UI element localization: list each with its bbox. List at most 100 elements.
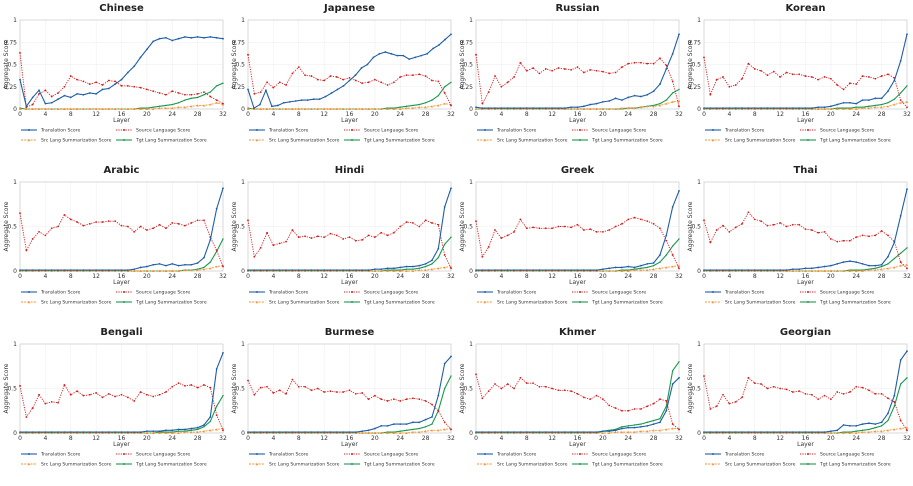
- data-point: [785, 225, 788, 228]
- grid: [19, 19, 224, 110]
- data-point: [114, 431, 117, 434]
- data-point: [399, 430, 401, 432]
- series-source-language-score: [475, 373, 680, 431]
- data-point: [734, 107, 737, 110]
- data-point: [753, 218, 756, 221]
- series-src-lang-summarization-score: [246, 427, 453, 434]
- data-point: [418, 398, 421, 401]
- data-point: [386, 269, 389, 272]
- data-point: [443, 206, 446, 208]
- data-point: [722, 76, 724, 78]
- y-tick-label: 0: [241, 106, 245, 113]
- data-point: [177, 102, 180, 104]
- data-point: [209, 420, 212, 423]
- x-tick-label: 28: [650, 435, 658, 442]
- data-point: [335, 76, 338, 78]
- data-point: [741, 107, 743, 110]
- data-point: [399, 107, 402, 110]
- y-tick-label: 1: [469, 17, 473, 24]
- legend-marker: [28, 453, 30, 455]
- y-tick-label: 0.5: [691, 224, 701, 231]
- data-point: [747, 107, 750, 110]
- data-point: [874, 267, 876, 270]
- data-point: [335, 431, 338, 434]
- x-tick-label: 24: [852, 273, 860, 280]
- legend-item-translation-score: Translation Score: [705, 290, 765, 296]
- data-point: [82, 431, 85, 434]
- data-point: [418, 73, 421, 76]
- data-point: [887, 102, 889, 104]
- data-point: [880, 263, 883, 266]
- data-point: [145, 431, 149, 434]
- data-point: [595, 269, 598, 272]
- data-point: [608, 430, 611, 433]
- x-axis-label: Layer: [341, 279, 358, 286]
- chart-panel-khmer: Khmer 0 4 8 12 16 20 24 28 32 0 0.5 1 Layer Aggregate …: [456, 324, 684, 486]
- data-point: [855, 385, 858, 388]
- data-point: [101, 221, 104, 223]
- data-point: [126, 431, 129, 434]
- data-point: [627, 106, 630, 110]
- legend-item-translation-score: Translation Score: [249, 452, 309, 458]
- data-point: [215, 414, 218, 417]
- series-line-src-lang-summarization-score: [476, 265, 680, 272]
- data-point: [215, 368, 218, 370]
- x-tick-label: 4: [727, 435, 731, 442]
- legend: Translation Score Source Language ScoreSr…: [705, 128, 891, 144]
- x-tick-label: 24: [624, 111, 632, 118]
- data-point: [874, 392, 877, 395]
- data-point: [874, 106, 877, 109]
- series-line-source-language-score: [247, 219, 452, 269]
- data-point: [294, 100, 297, 102]
- x-tick-label: 20: [371, 435, 379, 442]
- data-point: [177, 382, 180, 385]
- legend-marker: [255, 462, 259, 466]
- data-point: [487, 269, 490, 272]
- data-point: [557, 225, 560, 228]
- data-point: [432, 47, 434, 50]
- data-point: [906, 106, 908, 109]
- data-point: [753, 107, 756, 110]
- data-point: [842, 392, 845, 395]
- legend-item-source-language-score: Source Language Score: [116, 290, 190, 296]
- data-point: [31, 96, 34, 99]
- data-point: [798, 223, 801, 226]
- data-point: [329, 232, 332, 235]
- data-point: [323, 79, 326, 82]
- data-point: [203, 266, 205, 269]
- x-tick-label: 16: [802, 435, 810, 442]
- data-point: [798, 390, 801, 393]
- data-point: [500, 269, 503, 272]
- data-point: [266, 81, 268, 84]
- legend-item-tgt-lang-summarization-score: Tgt Lang Summarization Score: [344, 300, 435, 306]
- x-tick-label: 32: [675, 111, 683, 118]
- data-point: [893, 241, 896, 244]
- data-point: [158, 393, 161, 396]
- x-tick-label: 28: [878, 273, 886, 280]
- data-point: [145, 88, 148, 91]
- data-point: [399, 431, 402, 434]
- data-point: [165, 36, 167, 39]
- data-point: [393, 81, 395, 84]
- data-point: [563, 68, 566, 70]
- data-point: [44, 89, 47, 92]
- data-point: [867, 106, 871, 110]
- legend-item-tgt-lang-summarization-score: Tgt Lang Summarization Score: [344, 138, 435, 144]
- data-point: [589, 269, 592, 272]
- y-tick-label: 1: [241, 341, 245, 348]
- data-point: [310, 237, 313, 239]
- data-point: [810, 107, 813, 110]
- data-point: [329, 107, 332, 110]
- data-point: [450, 187, 452, 190]
- data-point: [348, 431, 351, 434]
- data-point: [354, 239, 357, 242]
- data-point: [538, 269, 541, 272]
- data-point: [639, 106, 643, 109]
- data-point: [430, 268, 434, 271]
- data-point: [861, 262, 864, 265]
- x-tick-label: 28: [422, 111, 430, 118]
- data-point: [414, 56, 417, 59]
- data-point: [69, 75, 72, 77]
- legend-marker: [484, 453, 486, 455]
